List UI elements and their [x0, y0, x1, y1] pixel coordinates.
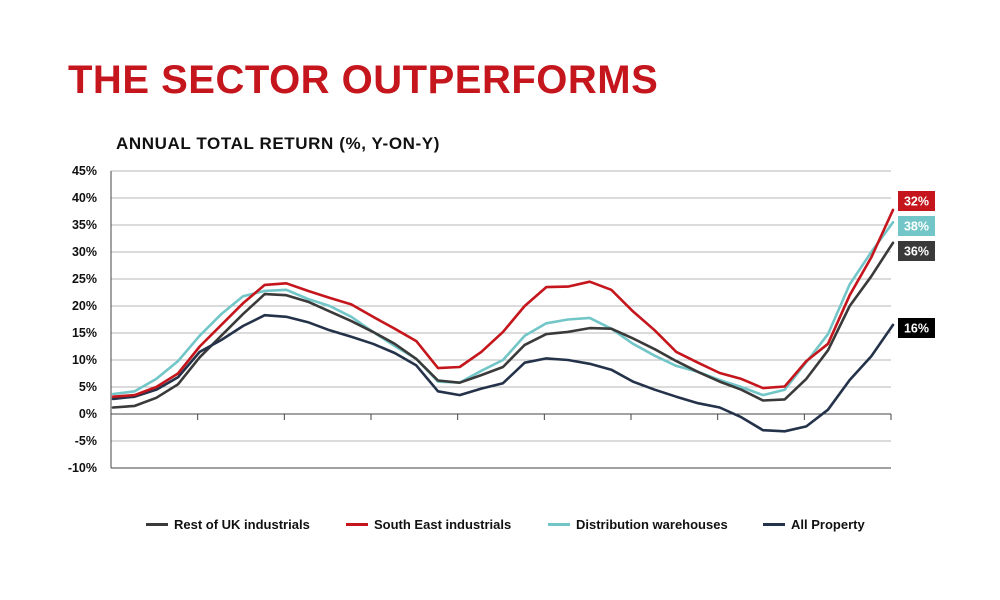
y-tick-label: 30%: [72, 245, 97, 259]
end-value-tag: 36%: [898, 241, 935, 261]
legend-swatch-all-property: [763, 523, 785, 526]
y-axis-tick-labels: 45% 40% 35% 30% 25% 20% 15% 10% 5% 0% -5% -10%: [68, 164, 97, 475]
y-tick-label: 15%: [72, 326, 97, 340]
end-value-tag-text: 32%: [904, 195, 929, 209]
y-tick-label: 20%: [72, 299, 97, 313]
all-property-line: [111, 313, 895, 433]
y-tick-label: -5%: [75, 434, 97, 448]
end-value-tag-box: [898, 191, 935, 211]
chart-title: THE SECTOR OUTPERFORMS: [68, 58, 659, 102]
y-tick-label: 10%: [72, 353, 97, 367]
legend-label-south-east: South East industrials: [374, 517, 512, 532]
legend-swatch-distribution: [548, 523, 570, 526]
axes: [110, 171, 892, 469]
y-tick-label: 0%: [79, 407, 97, 421]
end-value-tag: 38%: [898, 216, 935, 236]
legend-label-rest-of-uk: Rest of UK industrials: [174, 517, 310, 532]
legend-swatch-rest-of-uk: [146, 523, 168, 526]
series-lines: [111, 208, 895, 433]
y-tick-label: 5%: [79, 380, 97, 394]
chart-subtitle: ANNUAL TOTAL RETURN (%, Y-ON-Y): [116, 134, 440, 153]
end-value-tag: 16%: [898, 318, 935, 338]
end-value-tag-text: 36%: [904, 245, 929, 259]
end-value-tag-box: [898, 241, 935, 261]
legend-label-all-property: All Property: [791, 517, 865, 532]
y-tick-label: 40%: [72, 191, 97, 205]
end-value-labels: 32% 38% 36% 16%: [898, 191, 935, 338]
rest-of-uk-industrials-line: [111, 241, 895, 409]
end-value-tag-box: [898, 318, 935, 338]
y-tick-label: 25%: [72, 272, 97, 286]
distribution-warehouses-line: [111, 221, 895, 397]
y-tick-label: 35%: [72, 218, 97, 232]
legend-label-distribution: Distribution warehouses: [576, 517, 728, 532]
y-tick-label: 45%: [72, 164, 97, 178]
south-east-industrials-line: [111, 208, 895, 399]
end-value-tag-box: [898, 216, 935, 236]
y-tick-label: -10%: [68, 461, 97, 475]
end-value-tag-text: 38%: [904, 220, 929, 234]
end-value-tag: 32%: [898, 191, 935, 211]
chart-legend: Rest of UK industrials South East indust…: [146, 517, 906, 533]
end-value-tag-text: 16%: [904, 322, 929, 336]
legend-swatch-south-east: [346, 523, 368, 526]
